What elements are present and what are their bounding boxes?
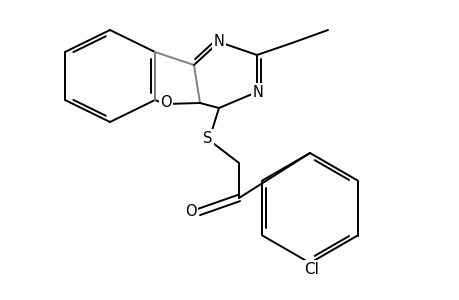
Text: S: S [203, 130, 212, 146]
Text: N: N [252, 85, 263, 100]
Text: Cl: Cl [304, 262, 319, 277]
Text: O: O [185, 203, 196, 218]
Text: N: N [213, 34, 224, 49]
Text: O: O [160, 94, 172, 110]
